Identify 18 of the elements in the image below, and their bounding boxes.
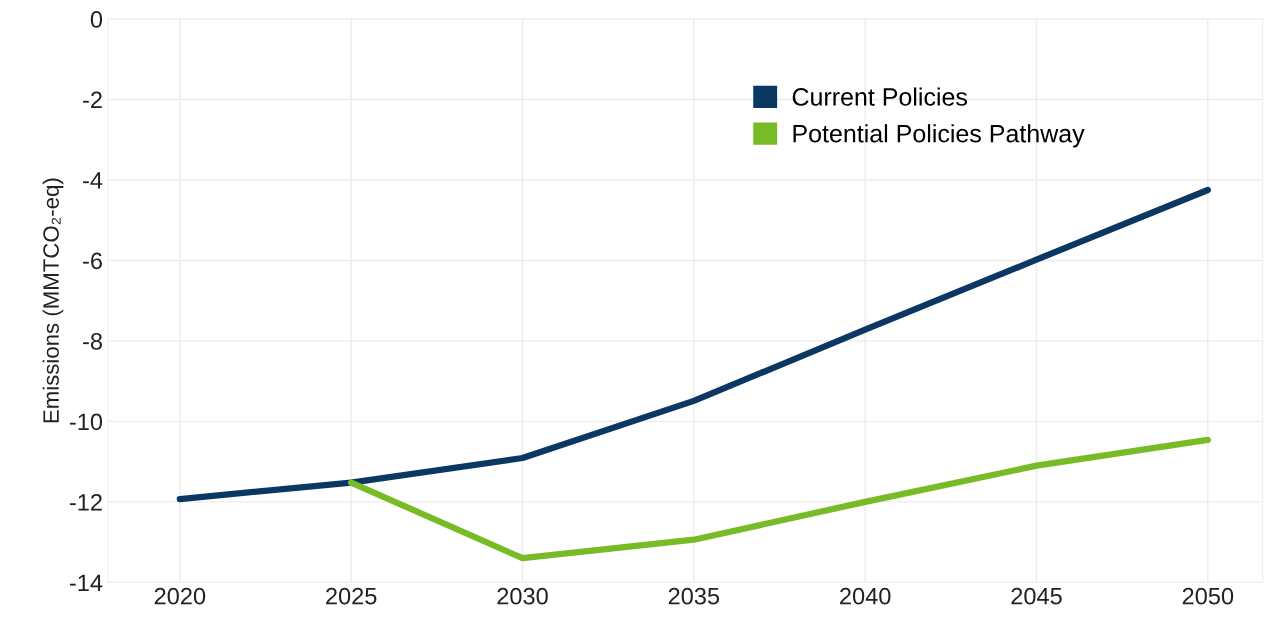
y-axis-title: Emissions (MMTCO₂-eq) bbox=[42, 178, 64, 423]
y-tick-label: -14 bbox=[69, 574, 103, 591]
legend-label: Potential Policies Pathway bbox=[793, 124, 1085, 148]
x-tick-label: 2030 bbox=[497, 587, 548, 605]
y-tick-label: -8 bbox=[83, 332, 102, 350]
y-tick-label: -12 bbox=[69, 493, 102, 511]
x-tick-label: 2050 bbox=[1182, 587, 1234, 605]
x-tick-label: 2025 bbox=[326, 587, 377, 605]
x-tick-label: 2045 bbox=[1011, 587, 1062, 605]
y-tick-label: -10 bbox=[69, 413, 103, 431]
x-tick-label: 2040 bbox=[840, 587, 891, 605]
y-tick-label: -4 bbox=[83, 172, 103, 189]
x-tick-label: 2035 bbox=[668, 587, 720, 605]
y-tick-label: -2 bbox=[83, 91, 102, 109]
legend-label: Current Policies bbox=[792, 87, 967, 106]
y-tick-label: -6 bbox=[83, 252, 102, 270]
x-tick-label: 2020 bbox=[154, 587, 206, 605]
y-tick-label: 0 bbox=[90, 11, 103, 28]
